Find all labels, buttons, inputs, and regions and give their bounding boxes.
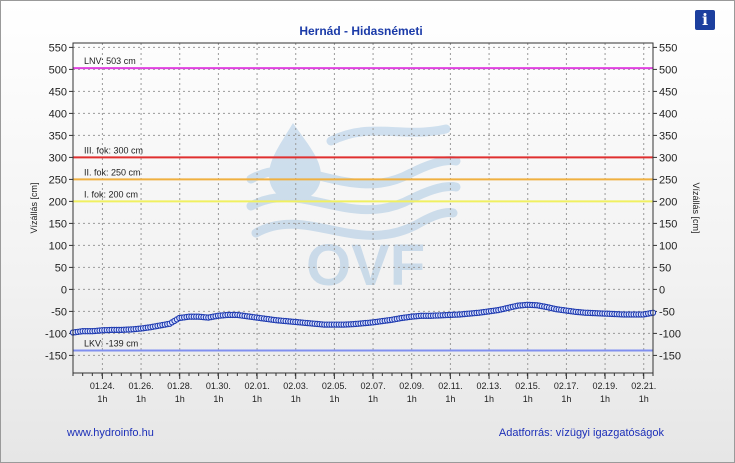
y-tick-label-left: 500 bbox=[49, 64, 67, 76]
watermark-text: OVF bbox=[306, 233, 425, 298]
y-tick-label-left: 550 bbox=[49, 42, 67, 54]
y-tick-label-left: -150 bbox=[45, 350, 67, 362]
plot-border bbox=[72, 42, 654, 374]
y-tick-label-right: 400 bbox=[659, 108, 677, 120]
y-tick-label-left: 150 bbox=[49, 218, 67, 230]
watermark-logo: OVF bbox=[246, 123, 461, 298]
x-tick-label-date: 01.26. bbox=[129, 381, 154, 391]
y-tick-label-right: -50 bbox=[659, 306, 675, 318]
y-tick-label-left: 450 bbox=[49, 86, 67, 98]
x-tick-label-hour: 1h bbox=[484, 394, 494, 404]
y-tick-label-right: 100 bbox=[659, 240, 677, 252]
y-tick-label-right: 500 bbox=[659, 64, 677, 76]
x-tick-label-hour: 1h bbox=[136, 394, 146, 404]
x-tick-label-date: 02.15. bbox=[515, 381, 540, 391]
y-tick-label-left: 50 bbox=[55, 262, 67, 274]
x-tick-label-date: 02.11. bbox=[438, 381, 462, 391]
x-tick-label-hour: 1h bbox=[97, 394, 107, 404]
y-tick-label-right: -150 bbox=[659, 350, 681, 362]
x-tick-label-date: 02.07. bbox=[361, 381, 386, 391]
y-tick-label-right: 200 bbox=[659, 196, 677, 208]
x-tick-label-hour: 1h bbox=[561, 394, 571, 404]
y-tick-label-left: 400 bbox=[49, 108, 67, 120]
x-tick-label-hour: 1h bbox=[252, 394, 262, 404]
y-tick-label-left: 300 bbox=[49, 152, 67, 164]
y-tick-label-left: 350 bbox=[49, 130, 67, 142]
y-tick-label-right: 450 bbox=[659, 86, 677, 98]
reference-line-label: LKV: -139 cm bbox=[84, 339, 138, 349]
y-tick-label-right: 300 bbox=[659, 152, 677, 164]
x-tick-label-date: 02.19. bbox=[593, 381, 618, 391]
x-tick-label-date: 01.30. bbox=[206, 381, 231, 391]
y-tick-label-right: 550 bbox=[659, 42, 677, 54]
data-source-note: Adatforrás: vízügyi igazgatóságok bbox=[498, 427, 664, 439]
x-tick-label-date: 02.03. bbox=[283, 381, 308, 391]
y-tick-label-right: 250 bbox=[659, 174, 677, 186]
x-tick-label-date: 01.24. bbox=[90, 381, 115, 391]
y-tick-label-left: -50 bbox=[51, 306, 67, 318]
y-tick-label-right: 150 bbox=[659, 218, 677, 230]
x-tick-label-date: 02.21. bbox=[631, 381, 656, 391]
chart-title: Hernád - Hidasnémeti bbox=[299, 24, 422, 38]
x-tick-label-hour: 1h bbox=[407, 394, 417, 404]
x-tick-label-hour: 1h bbox=[175, 394, 185, 404]
x-tick-label-date: 02.05. bbox=[322, 381, 347, 391]
reference-line-label: III. fok: 300 cm bbox=[84, 145, 143, 155]
reference-line-label: II. fok: 250 cm bbox=[84, 167, 141, 177]
y-tick-label-left: -100 bbox=[45, 328, 67, 340]
x-tick-label-hour: 1h bbox=[600, 394, 610, 404]
x-tick-label-date: 02.01. bbox=[245, 381, 270, 391]
reference-lines: LNV: 503 cm III. fok: 300 cm II. fok: 250 … bbox=[73, 56, 653, 352]
reference-line-label: LNV: 503 cm bbox=[84, 56, 136, 66]
x-tick-label-hour: 1h bbox=[329, 394, 339, 404]
x-tick-label-date: 02.17. bbox=[554, 381, 579, 391]
y-tick-label-right: 0 bbox=[659, 284, 665, 296]
website-link[interactable]: www.hydroinfo.hu bbox=[67, 427, 154, 439]
y-tick-label-right: 350 bbox=[659, 130, 677, 142]
y-tick-label-right: 50 bbox=[659, 262, 671, 274]
x-tick-label-hour: 1h bbox=[523, 394, 533, 404]
x-tick-label-hour: 1h bbox=[291, 394, 301, 404]
y-axis-label-left: Vízállás [cm] bbox=[29, 182, 39, 233]
x-axis-ticks: 01.24. 1h 01.26. 1h 01.28. 1h 01.30. 1h 02.01. 1h… bbox=[72, 373, 656, 404]
info-icon[interactable]: i bbox=[695, 10, 715, 30]
x-tick-label-hour: 1h bbox=[445, 394, 455, 404]
x-tick-label-hour: 1h bbox=[368, 394, 378, 404]
y-axis-label-right: Vízállás [cm] bbox=[691, 182, 701, 233]
reference-line-label: I. fok: 200 cm bbox=[84, 189, 138, 199]
water-level-series bbox=[69, 301, 657, 336]
x-tick-label-hour: 1h bbox=[639, 394, 649, 404]
y-tick-label-right: -100 bbox=[659, 328, 681, 340]
x-tick-label-date: 01.28. bbox=[167, 381, 192, 391]
y-tick-label-left: 100 bbox=[49, 240, 67, 252]
x-tick-label-date: 02.09. bbox=[399, 381, 424, 391]
y-tick-label-left: 0 bbox=[61, 284, 67, 296]
x-tick-label-hour: 1h bbox=[213, 394, 223, 404]
y-tick-label-left: 250 bbox=[49, 174, 67, 186]
y-tick-label-left: 200 bbox=[49, 196, 67, 208]
x-tick-label-date: 02.13. bbox=[477, 381, 502, 391]
